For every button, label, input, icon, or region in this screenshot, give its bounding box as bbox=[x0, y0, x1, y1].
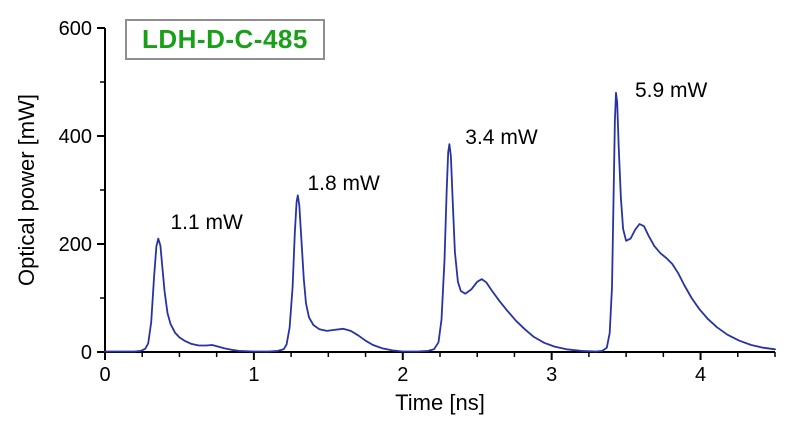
power-annotation: 1.8 mW bbox=[308, 172, 381, 195]
laser-model-label: LDH-D-C-485 bbox=[142, 24, 308, 54]
power-annotation: 5.9 mW bbox=[635, 79, 708, 102]
x-tick-label: 1 bbox=[248, 364, 259, 386]
y-tick-label: 0 bbox=[81, 342, 92, 364]
x-tick-label: 4 bbox=[695, 364, 706, 386]
axes-lines bbox=[104, 28, 775, 353]
y-tick-label: 400 bbox=[59, 126, 92, 148]
laser-model-badge: LDH-D-C-485 bbox=[125, 19, 325, 60]
y-tick-label: 600 bbox=[59, 18, 92, 40]
power-annotation: 1.1 mW bbox=[171, 211, 244, 234]
x-axis-title: Time [ns] bbox=[395, 390, 485, 415]
x-tick-label: 3 bbox=[546, 364, 557, 386]
pulse-trace bbox=[104, 91, 776, 353]
y-axis-title: Optical power [mW] bbox=[14, 94, 39, 286]
y-tick-label: 200 bbox=[59, 234, 92, 256]
x-tick-label: 2 bbox=[397, 364, 408, 386]
power-annotation: 3.4 mW bbox=[465, 126, 538, 149]
x-tick-label: 0 bbox=[99, 364, 110, 386]
